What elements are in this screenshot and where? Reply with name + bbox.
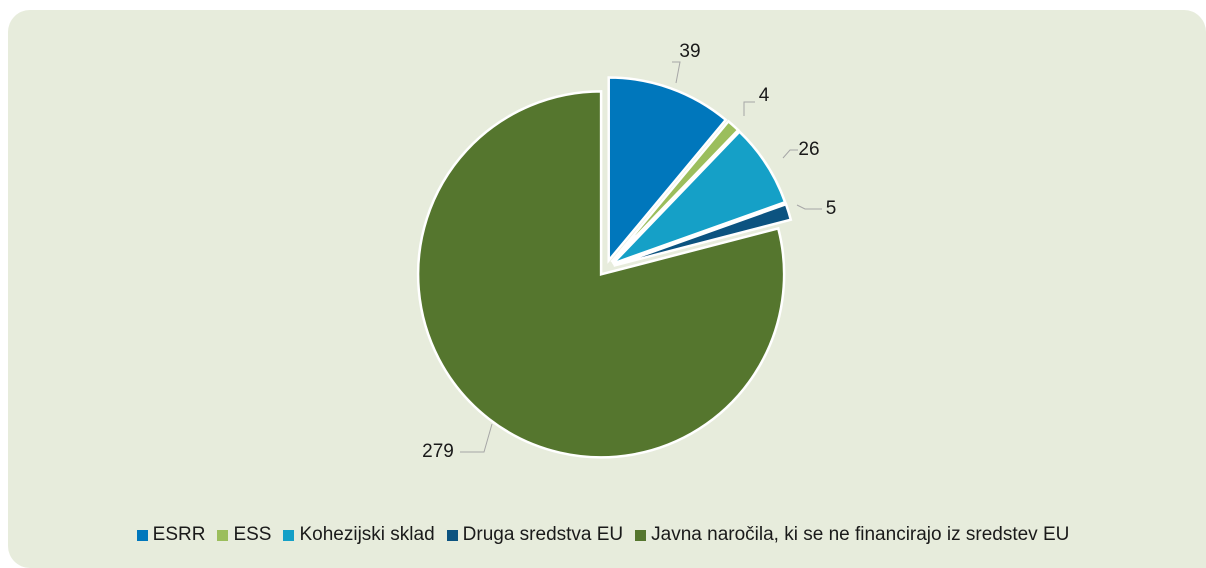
leader-line-5 [460, 423, 493, 453]
leader-line-3 [782, 149, 798, 159]
legend-label-5: Javna naročila, ki se ne financirajo iz … [651, 524, 1070, 545]
data-label-1: 39 [679, 41, 700, 62]
legend-swatch-2 [217, 529, 229, 541]
legend-item-5: Javna naročila, ki se ne financirajo iz … [635, 524, 1069, 546]
chart-legend: ESRR ESS Kohezijski sklad Druga sredstva EU… [0, 524, 1206, 546]
pie-slice-2 [610, 119, 740, 263]
leader-line-1 [672, 61, 681, 84]
pie-slice-5 [416, 90, 786, 459]
leader-line-4 [796, 204, 822, 210]
legend-item-4: Druga sredstva EU [446, 524, 624, 546]
legend-label-3: Kohezijski sklad [299, 524, 435, 545]
legend-item-2: ESS [217, 524, 271, 546]
legend-swatch-3 [283, 529, 295, 541]
data-label-3: 26 [798, 139, 819, 160]
leader-line-2 [743, 101, 755, 116]
data-label-5: 279 [422, 441, 454, 462]
legend-item-1: ESRR [136, 524, 206, 546]
pie-slice-4 [613, 202, 793, 267]
legend-swatch-1 [136, 529, 148, 541]
legend-label-1: ESRR [152, 524, 206, 545]
legend-label-4: Druga sredstva EU [462, 524, 624, 545]
data-label-4: 5 [826, 198, 837, 219]
legend-swatch-4 [446, 529, 458, 541]
pie-slice-1 [607, 76, 728, 264]
legend-item-3: Kohezijski sklad [283, 524, 435, 546]
pie-slice-3 [611, 129, 787, 265]
data-label-2: 4 [759, 85, 770, 106]
legend-label-2: ESS [233, 524, 272, 545]
legend-swatch-5 [635, 529, 647, 541]
